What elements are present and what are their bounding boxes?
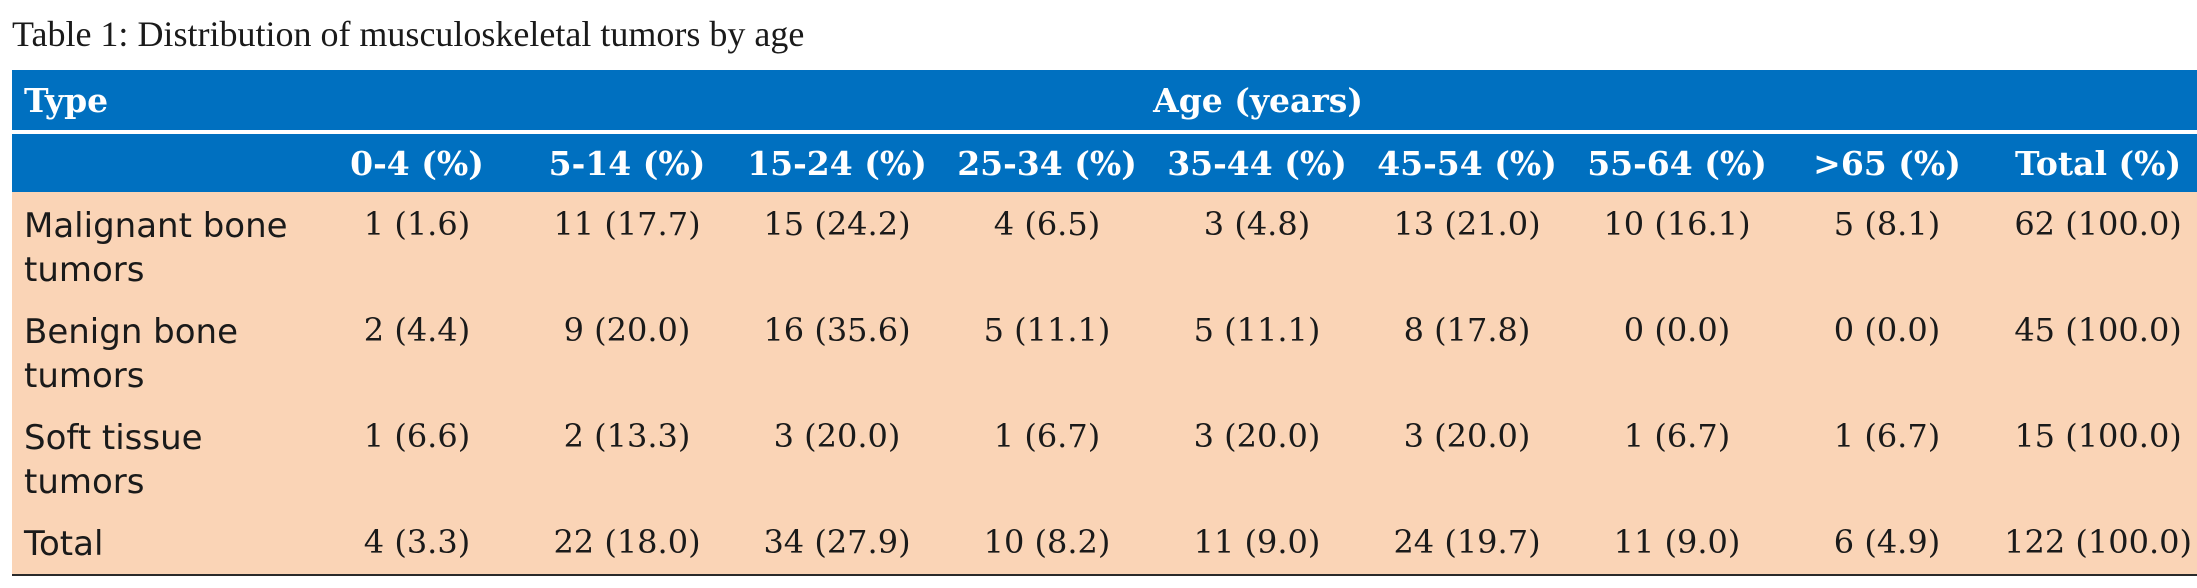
table-cell: 2 (13.3) (522, 404, 732, 510)
table-cell: 5 (11.1) (942, 298, 1152, 404)
table-cell: 10 (16.1) (1572, 192, 1782, 298)
header-row-group: Type Age (years) (12, 70, 2197, 134)
column-header-age-25-34: 25-34 (%) (942, 132, 1152, 192)
column-header-age-15-24: 15-24 (%) (732, 132, 942, 192)
table-cell: 1 (6.6) (312, 404, 522, 510)
table-cell-total: 122 (100.0) (1992, 510, 2197, 576)
row-type-label: Soft tissue tumors (12, 404, 312, 510)
table-cell: 9 (20.0) (522, 298, 732, 404)
table-row-total: Total 4 (3.3) 22 (18.0) 34 (27.9) 10 (8.… (12, 510, 2197, 576)
row-type-label: Benign bone tumors (12, 298, 312, 404)
age-group-header: Age (years) (312, 70, 2197, 134)
table-cell: 22 (18.0) (522, 510, 732, 576)
table-cell: 4 (6.5) (942, 192, 1152, 298)
table-cell: 5 (11.1) (1152, 298, 1362, 404)
table-cell: 11 (9.0) (1152, 510, 1362, 576)
column-header-age-45-54: 45-54 (%) (1362, 132, 1572, 192)
table-cell: 34 (27.9) (732, 510, 942, 576)
table-cell: 1 (6.7) (942, 404, 1152, 510)
column-header-age-55-64: 55-64 (%) (1572, 132, 1782, 192)
column-header-age-5-14: 5-14 (%) (522, 132, 732, 192)
table-container: Type Age (years) 0-4 (%) 5-14 (%) 15-24 … (12, 70, 2197, 576)
table-cell-total: 62 (100.0) (1992, 192, 2197, 298)
table-cell: 15 (24.2) (732, 192, 942, 298)
row-type-label: Malignant bone tumors (12, 192, 312, 298)
table-cell: 6 (4.9) (1782, 510, 1992, 576)
column-header-age-35-44: 35-44 (%) (1152, 132, 1362, 192)
column-header-age-0-4: 0-4 (%) (312, 132, 522, 192)
table-cell: 2 (4.4) (312, 298, 522, 404)
table-cell: 24 (19.7) (1362, 510, 1572, 576)
table-cell: 16 (35.6) (732, 298, 942, 404)
table-cell: 8 (17.8) (1362, 298, 1572, 404)
tumor-distribution-table: Type Age (years) 0-4 (%) 5-14 (%) 15-24 … (12, 70, 2197, 576)
type-column-header: Type (12, 70, 312, 134)
table-cell: 1 (6.7) (1782, 404, 1992, 510)
table-cell: 3 (20.0) (1152, 404, 1362, 510)
table-cell: 11 (17.7) (522, 192, 732, 298)
table-cell-total: 45 (100.0) (1992, 298, 2197, 404)
table-cell: 3 (4.8) (1152, 192, 1362, 298)
row-type-label: Total (12, 510, 312, 576)
table-cell: 11 (9.0) (1572, 510, 1782, 576)
table-caption: Table 1: Distribution of musculoskeletal… (12, 14, 805, 54)
column-header-total: Total (%) (1992, 132, 2197, 192)
column-header-age-over-65: >65 (%) (1782, 132, 1992, 192)
column-header-blank (12, 132, 312, 192)
table-cell: 10 (8.2) (942, 510, 1152, 576)
table-cell: 0 (0.0) (1572, 298, 1782, 404)
table-cell: 3 (20.0) (732, 404, 942, 510)
table-cell: 13 (21.0) (1362, 192, 1572, 298)
table-cell: 1 (1.6) (312, 192, 522, 298)
table-cell: 1 (6.7) (1572, 404, 1782, 510)
table-cell: 4 (3.3) (312, 510, 522, 576)
table-row-soft-tissue: Soft tissue tumors 1 (6.6) 2 (13.3) 3 (2… (12, 404, 2197, 510)
table-row-malignant-bone: Malignant bone tumors 1 (1.6) 11 (17.7) … (12, 192, 2197, 298)
header-row-columns: 0-4 (%) 5-14 (%) 15-24 (%) 25-34 (%) 35-… (12, 132, 2197, 192)
table-cell: 3 (20.0) (1362, 404, 1572, 510)
table-cell: 0 (0.0) (1782, 298, 1992, 404)
table-cell-total: 15 (100.0) (1992, 404, 2197, 510)
table-cell: 5 (8.1) (1782, 192, 1992, 298)
table-row-benign-bone: Benign bone tumors 2 (4.4) 9 (20.0) 16 (… (12, 298, 2197, 404)
